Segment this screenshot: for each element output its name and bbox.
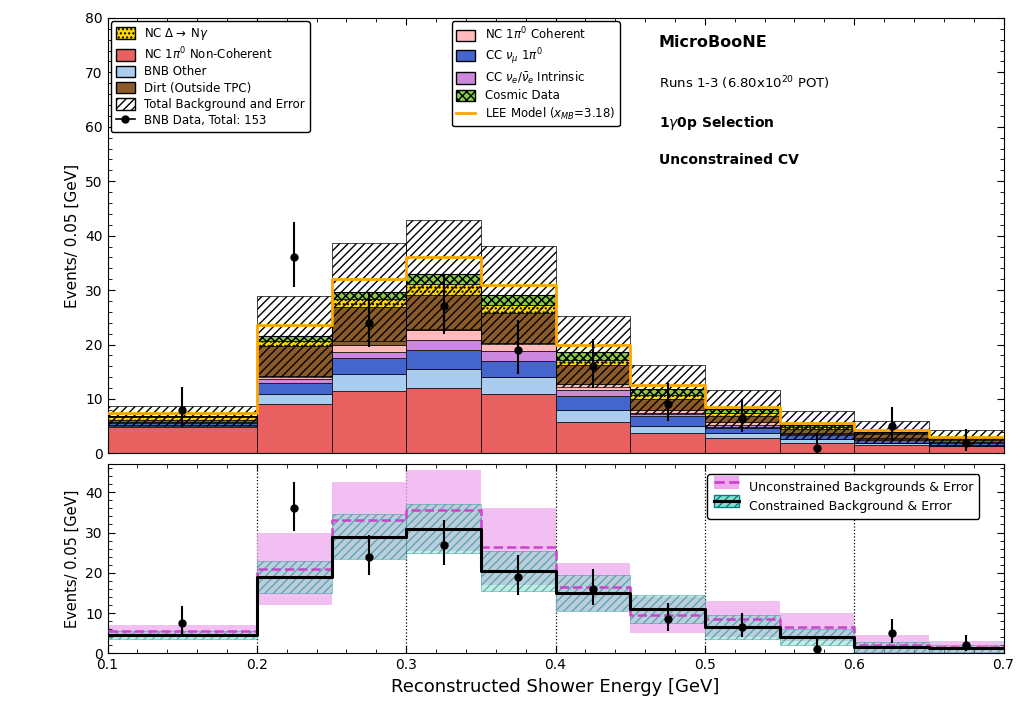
- Text: Unconstrained CV: Unconstrained CV: [658, 153, 799, 167]
- Y-axis label: Events/ 0.05 [GeV]: Events/ 0.05 [GeV]: [65, 164, 80, 308]
- Legend: NC 1$\pi^0$ Coherent, CC $\nu_\mu$ 1$\pi^0$, CC $\nu_e/\bar{\nu}_e$ Intrinsic, C: NC 1$\pi^0$ Coherent, CC $\nu_\mu$ 1$\pi…: [452, 21, 620, 126]
- Legend: Unconstrained Backgrounds & Error, Constrained Background & Error: Unconstrained Backgrounds & Error, Const…: [708, 474, 979, 519]
- Text: 1$\gamma$0p Selection: 1$\gamma$0p Selection: [658, 114, 774, 131]
- Text: MicroBooNE: MicroBooNE: [658, 35, 767, 50]
- Text: Runs 1-3 (6.80x10$^{20}$ POT): Runs 1-3 (6.80x10$^{20}$ POT): [658, 74, 829, 92]
- X-axis label: Reconstructed Shower Energy [GeV]: Reconstructed Shower Energy [GeV]: [391, 678, 720, 695]
- Y-axis label: Events/ 0.05 [GeV]: Events/ 0.05 [GeV]: [65, 490, 80, 628]
